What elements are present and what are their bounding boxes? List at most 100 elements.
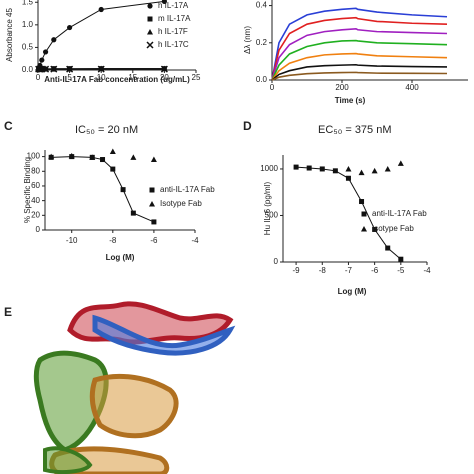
marker: [332, 168, 338, 174]
series-line: [271, 28, 448, 81]
x-tick-label: 15: [128, 73, 137, 82]
y-axis-label: Absorbance 45: [5, 8, 14, 62]
y-tick-label: 1000: [260, 164, 278, 173]
marker: [98, 6, 104, 13]
legend-label: h IL-17F: [158, 27, 188, 36]
series-line: [271, 52, 448, 81]
series-line: [51, 156, 155, 223]
x-tick-label: 20: [160, 73, 169, 82]
y-tick-label: 0: [274, 257, 279, 266]
y-tick-label: 0.0: [22, 65, 34, 74]
series-line: [271, 7, 448, 81]
y-tick-label: 40: [31, 196, 40, 205]
legend-symbol: [149, 201, 155, 207]
x-tick-label: -9: [293, 266, 301, 275]
marker: [109, 148, 116, 154]
x-tick-label: -4: [191, 236, 199, 245]
y-axis-label: % Specific Binding: [23, 157, 32, 223]
series-line: [271, 39, 448, 81]
marker: [358, 169, 365, 176]
marker: [68, 152, 75, 159]
x-tick-label: 0: [36, 73, 41, 82]
legend-symbol: [147, 3, 153, 9]
marker: [110, 166, 116, 172]
x-tick-label: 0: [270, 83, 275, 92]
y-axis-label: Δλ (nm): [243, 26, 252, 54]
x-tick-label: -10: [66, 236, 78, 245]
marker: [161, 0, 167, 4]
panel-label: D: [243, 119, 252, 133]
x-tick-label: -8: [109, 236, 117, 245]
y-axis-label: Hu IL-6 (pg/ml): [263, 181, 272, 235]
y-tick-label: 1.5: [22, 0, 34, 6]
series-line: [271, 71, 448, 81]
y-tick-label: 20: [31, 210, 40, 219]
marker: [67, 24, 73, 31]
y-tick-label: 0.4: [256, 1, 268, 10]
marker: [160, 65, 168, 73]
marker: [89, 154, 96, 160]
y-tick-label: 0.5: [22, 43, 34, 52]
y-tick-label: 80: [31, 166, 40, 175]
chart-title: IC₅₀ = 20 nM: [75, 124, 138, 136]
y-tick-label: 0.2: [256, 38, 268, 47]
series-line: [271, 16, 448, 81]
legend-label: anti-IL-17A Fab: [160, 185, 215, 194]
y-tick-label: 0: [36, 225, 41, 234]
legend-label: m IL-17A: [158, 14, 191, 23]
legend-symbol: [361, 226, 367, 232]
marker: [293, 164, 299, 170]
x-tick-label: 25: [192, 73, 201, 82]
legend-symbol: [147, 29, 153, 35]
marker: [371, 167, 378, 174]
marker: [36, 65, 44, 73]
x-tick-label: -6: [150, 236, 158, 245]
x-tick-label: 10: [97, 73, 106, 82]
chart-title: EC₅₀ = 375 nM: [318, 124, 392, 136]
marker: [100, 157, 106, 163]
x-axis-label: Log (M): [338, 287, 367, 296]
legend-symbol: [146, 41, 154, 49]
marker: [151, 219, 157, 225]
y-tick-label: 100: [27, 152, 41, 161]
y-tick-label: 60: [31, 181, 40, 190]
marker: [66, 65, 74, 73]
marker: [50, 65, 58, 73]
x-tick-label: 200: [335, 83, 349, 92]
y-tick-label: 0.0: [256, 75, 268, 84]
legend-label: Isotype Fab: [160, 199, 202, 208]
marker: [130, 210, 136, 216]
x-tick-label: 5: [67, 73, 72, 82]
marker: [150, 156, 157, 163]
protein-structure: [33, 301, 236, 474]
marker: [345, 175, 351, 181]
marker: [397, 160, 404, 166]
legend-label: h IL-17A: [158, 1, 189, 10]
x-tick-label: -4: [423, 266, 431, 275]
x-tick-label: -5: [397, 266, 405, 275]
x-axis-label: Time (s): [335, 96, 366, 105]
marker: [42, 49, 49, 55]
marker: [319, 166, 325, 172]
marker: [120, 187, 126, 193]
x-tick-label: -6: [371, 266, 379, 275]
marker: [306, 165, 312, 171]
y-tick-label: 1.0: [22, 20, 34, 29]
marker: [48, 153, 55, 160]
marker: [39, 57, 45, 63]
marker: [345, 165, 352, 172]
series-line: [271, 63, 448, 81]
legend-symbol: [147, 16, 153, 22]
y-tick-label: 500: [265, 211, 279, 220]
panel-label: C: [4, 119, 13, 133]
x-tick-label: -8: [319, 266, 327, 275]
marker: [398, 256, 404, 262]
marker: [385, 245, 391, 251]
legend-symbol: [149, 187, 155, 193]
legend-label: Isotype Fab: [372, 224, 414, 233]
legend-symbol: [361, 211, 367, 217]
x-axis-label: Log (M): [106, 253, 135, 262]
x-tick-label: 400: [405, 83, 419, 92]
marker: [130, 154, 137, 160]
